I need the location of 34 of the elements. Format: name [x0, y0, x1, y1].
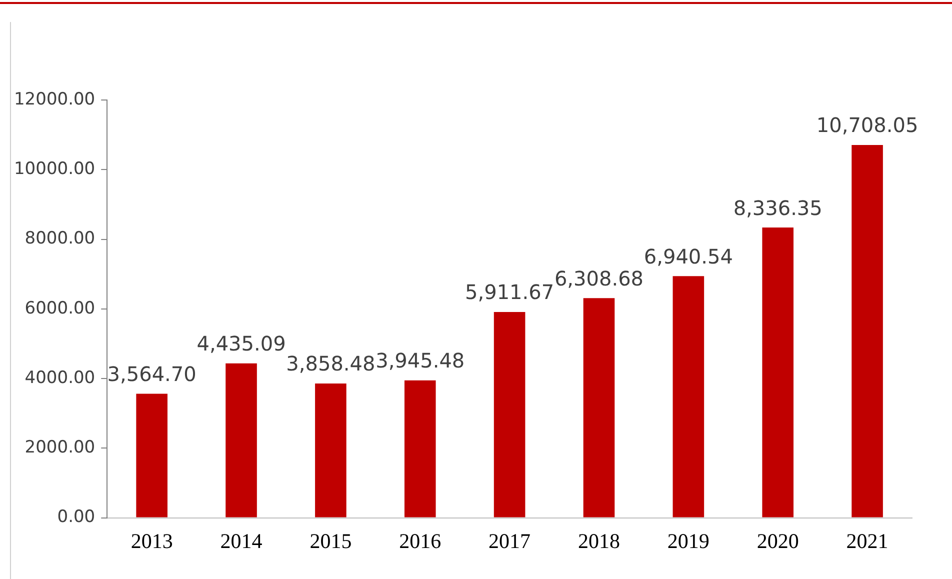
- bar: [762, 228, 794, 518]
- data-label: 6,308.68: [554, 266, 644, 290]
- data-label: 10,708.05: [816, 113, 918, 138]
- x-tick-label: 2013: [130, 528, 173, 553]
- bar: [404, 380, 436, 518]
- y-tick-label: 10000.00: [14, 159, 96, 180]
- y-tick-label: 8000.00: [24, 228, 96, 249]
- x-tick-label: 2017: [488, 528, 531, 553]
- x-tick-label: 2016: [399, 528, 442, 553]
- y-tick-label: 0.00: [57, 507, 96, 528]
- y-tick-label: 4000.00: [24, 368, 96, 388]
- bar: [672, 276, 704, 518]
- x-tick-label: 2014: [220, 528, 263, 553]
- data-label: 6,940.54: [644, 244, 733, 268]
- data-label: 3,564.70: [107, 362, 196, 386]
- y-tick-label: 12000.00: [14, 89, 96, 110]
- x-tick-label: 2018: [578, 528, 620, 553]
- x-tick-label: 2020: [756, 528, 799, 553]
- data-label: 5,911.67: [465, 280, 554, 304]
- bar: [494, 312, 526, 518]
- x-tick-label: 2015: [310, 528, 352, 553]
- bar: [315, 383, 346, 518]
- bar: [583, 298, 615, 518]
- x-tick-label: 2019: [667, 528, 710, 553]
- x-tick-label: 2021: [846, 528, 888, 553]
- data-label: 3,945.48: [376, 348, 465, 373]
- data-label: 3,858.48: [286, 352, 376, 376]
- bar: [136, 394, 168, 518]
- bar: [852, 144, 883, 518]
- y-tick-label: 6000.00: [24, 298, 96, 318]
- data-label: 4,435.09: [196, 332, 286, 356]
- bar: [226, 363, 257, 518]
- y-tick-label: 2000.00: [24, 438, 96, 458]
- data-label: 8,336.35: [733, 196, 822, 220]
